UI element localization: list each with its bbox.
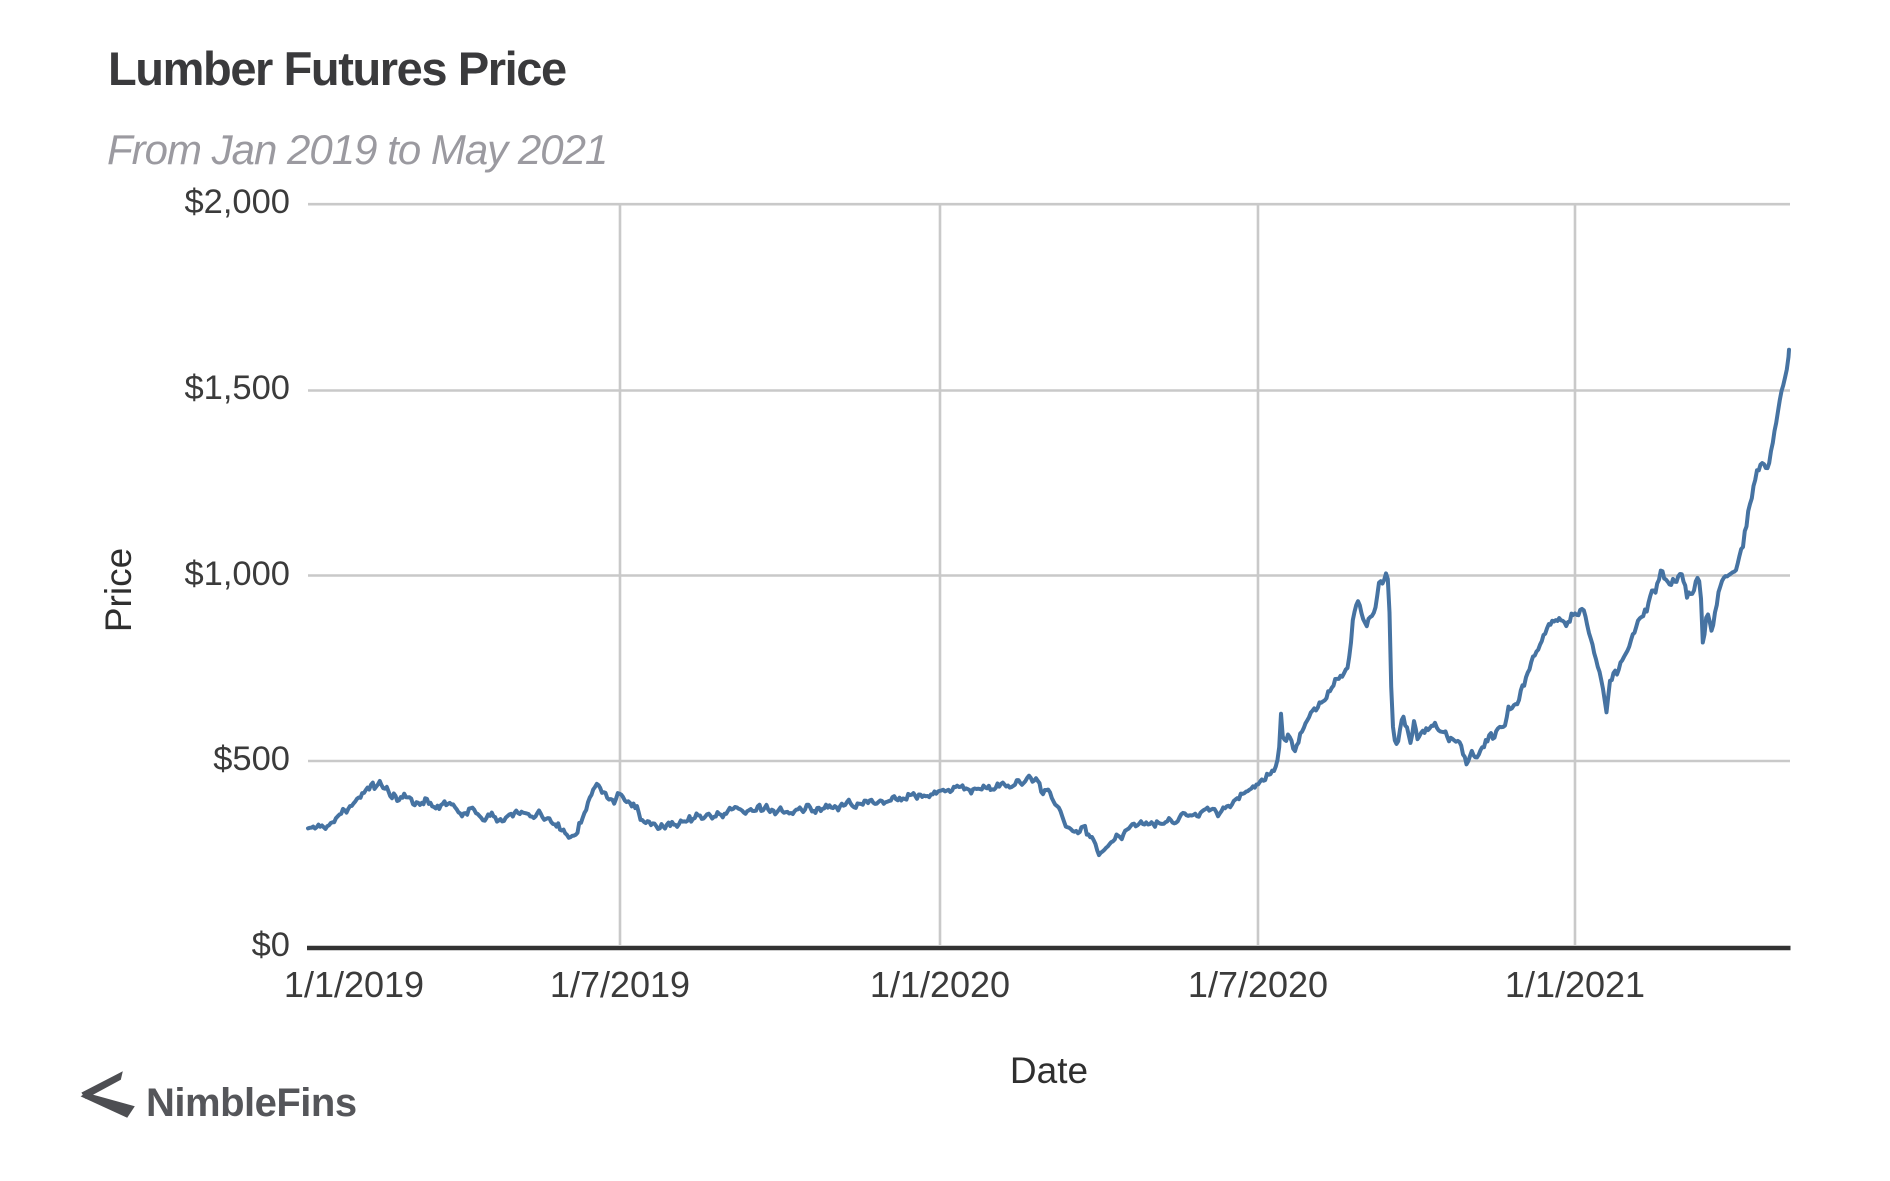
svg-text:$1,000: $1,000 <box>184 555 290 593</box>
svg-text:$2,000: $2,000 <box>184 183 290 221</box>
svg-text:$0: $0 <box>252 926 290 964</box>
svg-text:Date: Date <box>1010 1050 1088 1091</box>
svg-text:$1,500: $1,500 <box>184 369 290 407</box>
svg-text:1/7/2020: 1/7/2020 <box>1188 964 1328 1005</box>
svg-text:From Jan 2019 to May 2021: From Jan 2019 to May 2021 <box>107 126 607 173</box>
svg-text:$500: $500 <box>213 740 290 778</box>
svg-text:Price: Price <box>98 548 139 632</box>
svg-text:1/1/2021: 1/1/2021 <box>1505 964 1645 1005</box>
svg-text:1/1/2019: 1/1/2019 <box>284 964 424 1005</box>
svg-text:1/1/2020: 1/1/2020 <box>870 964 1010 1005</box>
svg-text:Lumber Futures Price: Lumber Futures Price <box>108 42 566 95</box>
svg-text:1/7/2019: 1/7/2019 <box>550 964 690 1005</box>
svg-text:NimbleFins: NimbleFins <box>146 1081 357 1125</box>
